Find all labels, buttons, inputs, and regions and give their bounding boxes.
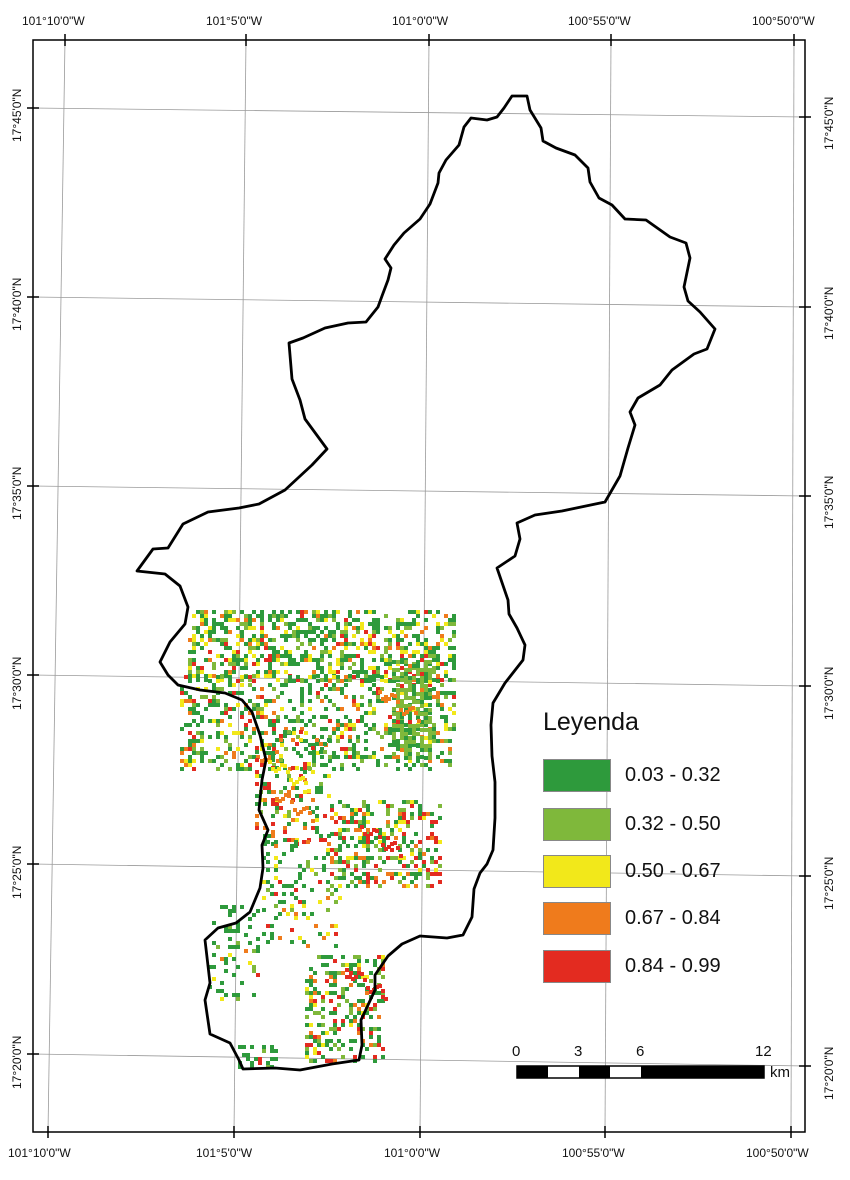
right-latitude-label: 17°30'0"N <box>822 666 836 720</box>
bottom-longitude-label: 100°55'0"W <box>562 1146 625 1160</box>
top-longitude-label: 100°50'0"W <box>752 14 815 28</box>
left-latitude-label: 17°20'0"N <box>10 1035 24 1089</box>
right-latitude-label: 17°40'0"N <box>822 286 836 340</box>
right-latitude-label: 17°20'0"N <box>822 1046 836 1100</box>
legend-item: 0.32 - 0.50 <box>543 808 763 842</box>
bottom-longitude-label: 101°10'0"W <box>8 1146 71 1160</box>
scale-tick-label: 6 <box>636 1043 645 1060</box>
right-latitude-label: 17°25'0"N <box>822 856 836 910</box>
legend-swatch <box>543 902 611 935</box>
legend-swatch <box>543 759 611 792</box>
left-latitude-label: 17°40'0"N <box>10 277 24 331</box>
watershed-boundary <box>135 94 717 1072</box>
scale-tick-label: 0 <box>512 1043 521 1060</box>
susceptibility-raster <box>180 610 456 1069</box>
top-longitude-label: 100°55'0"W <box>568 14 631 28</box>
legend-label: 0.84 - 0.99 <box>625 955 721 977</box>
scale-tick-label: 12 <box>755 1043 772 1060</box>
legend-swatch <box>543 855 611 888</box>
scale-unit-label: km <box>770 1064 790 1081</box>
legend-label: 0.67 - 0.84 <box>625 907 721 929</box>
legend-item: 0.67 - 0.84 <box>543 902 763 936</box>
legend-label: 0.03 - 0.32 <box>625 764 721 786</box>
legend-swatch <box>543 950 611 983</box>
right-latitude-label: 17°35'0"N <box>822 475 836 529</box>
scale-bar <box>516 1065 765 1079</box>
top-longitude-label: 101°5'0"W <box>206 14 263 28</box>
left-latitude-label: 17°30'0"N <box>10 656 24 710</box>
left-latitude-label: 17°35'0"N <box>10 466 24 520</box>
legend-item: 0.50 - 0.67 <box>543 855 763 889</box>
left-latitude-label: 17°25'0"N <box>10 845 24 899</box>
legend-title: Leyenda <box>543 708 639 736</box>
scale-tick-label: 3 <box>574 1043 583 1060</box>
bottom-longitude-label: 101°0'0"W <box>384 1146 441 1160</box>
bottom-longitude-label: 100°50'0"W <box>746 1146 809 1160</box>
left-latitude-label: 17°45'0"N <box>10 88 24 142</box>
legend-item: 0.84 - 0.99 <box>543 950 763 984</box>
top-longitude-label: 101°10'0"W <box>22 14 85 28</box>
bottom-longitude-label: 101°5'0"W <box>196 1146 253 1160</box>
top-longitude-label: 101°0'0"W <box>392 14 449 28</box>
legend-item: 0.03 - 0.32 <box>543 759 763 793</box>
right-latitude-label: 17°45'0"N <box>822 96 836 150</box>
map-frame <box>32 39 806 1133</box>
legend-label: 0.32 - 0.50 <box>625 813 721 835</box>
frame-ticks <box>27 34 811 1138</box>
legend-label: 0.50 - 0.67 <box>625 860 721 882</box>
legend-swatch <box>543 808 611 841</box>
